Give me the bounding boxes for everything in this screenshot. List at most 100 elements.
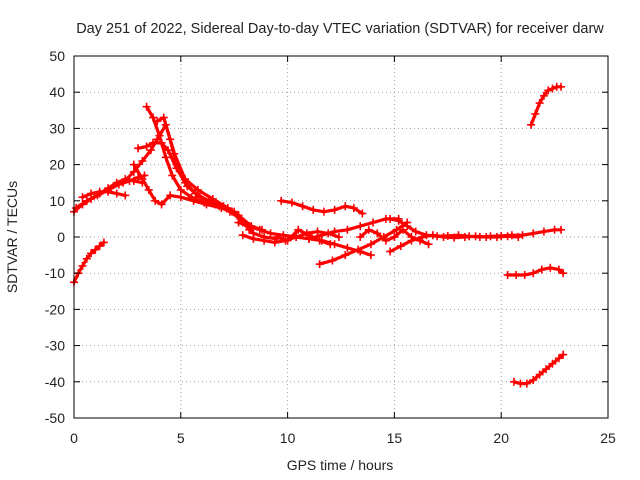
data-point <box>149 138 158 147</box>
data-point <box>99 238 108 247</box>
data-point <box>559 350 568 359</box>
data-point <box>129 160 138 169</box>
x-tick-label: 5 <box>177 430 185 446</box>
data-point <box>142 102 151 111</box>
data-point <box>309 205 318 214</box>
data-traces <box>70 82 568 388</box>
data-point <box>529 269 538 278</box>
data-point <box>428 231 437 240</box>
data-point <box>510 377 519 386</box>
data-point <box>559 269 568 278</box>
data-point <box>172 160 181 169</box>
data-point <box>403 222 412 231</box>
data-point <box>72 204 81 213</box>
data-point <box>78 193 87 202</box>
data-point <box>153 117 162 126</box>
data-point <box>356 233 365 241</box>
data-point <box>539 227 548 236</box>
data-point <box>166 135 175 144</box>
data-point <box>87 249 96 258</box>
data-point <box>134 144 143 153</box>
chart-title: Day 251 of 2022, Sidereal Day-to-day VTE… <box>76 21 604 37</box>
data-point <box>531 109 540 118</box>
data-point <box>369 218 378 227</box>
data-point <box>260 236 269 245</box>
data-point <box>503 232 512 241</box>
data-point <box>234 211 243 220</box>
data-point <box>424 240 433 249</box>
data-point <box>161 153 170 162</box>
data-point <box>330 227 339 236</box>
data-point <box>326 240 335 249</box>
y-tick-label: -20 <box>45 301 65 317</box>
data-point <box>373 229 382 238</box>
data-point <box>522 379 531 388</box>
data-point <box>138 156 147 165</box>
data-point <box>450 233 459 242</box>
data-point <box>144 185 153 194</box>
data-point <box>93 191 102 200</box>
data-point <box>277 196 286 205</box>
data-point <box>166 191 175 200</box>
data-point <box>287 198 296 207</box>
data-point <box>460 233 469 241</box>
data-point <box>546 263 555 272</box>
data-point <box>492 233 501 241</box>
data-point <box>238 231 247 240</box>
data-point <box>146 146 155 155</box>
data-point <box>87 189 96 198</box>
data-point <box>82 196 91 205</box>
data-point <box>548 359 557 368</box>
data-point <box>418 233 427 241</box>
data-point <box>104 185 113 194</box>
series-arc-late-low <box>510 350 568 388</box>
data-point <box>114 180 123 189</box>
data-point <box>249 234 258 243</box>
series-line <box>145 105 279 241</box>
data-point <box>319 207 328 216</box>
data-point <box>514 233 523 241</box>
data-point <box>366 251 375 260</box>
series-arc-afternoon-c <box>386 231 523 256</box>
data-point <box>381 236 390 245</box>
data-point <box>394 216 403 225</box>
data-point <box>529 375 538 384</box>
data-point <box>121 191 130 200</box>
data-point <box>557 225 566 234</box>
data-point <box>159 113 168 122</box>
data-point <box>176 193 185 202</box>
data-point <box>78 261 87 270</box>
series-arc-early-rise <box>70 238 108 287</box>
data-point <box>294 225 303 234</box>
data-point <box>356 222 365 231</box>
data-point <box>548 84 557 93</box>
data-point <box>411 227 420 236</box>
data-point <box>328 256 337 265</box>
data-point <box>544 86 553 95</box>
data-point <box>343 243 352 252</box>
x-tick-label: 10 <box>280 430 296 446</box>
data-point <box>204 196 213 205</box>
y-tick-label: 20 <box>49 157 65 173</box>
x-tick-label: 25 <box>600 430 616 446</box>
data-point <box>298 202 307 211</box>
y-tick-label: 40 <box>49 84 65 100</box>
data-point <box>358 209 367 218</box>
data-point <box>191 189 200 198</box>
data-point <box>364 225 373 234</box>
data-point <box>482 233 491 241</box>
data-point <box>439 233 448 241</box>
data-point <box>181 178 190 187</box>
x-tick-label: 0 <box>70 430 78 446</box>
data-point <box>512 271 521 280</box>
data-point <box>157 200 166 209</box>
data-point <box>407 236 416 245</box>
data-point <box>270 238 279 247</box>
y-tick-label: 10 <box>49 193 65 209</box>
data-point <box>151 196 160 205</box>
data-point <box>529 229 538 238</box>
series-line <box>529 85 563 127</box>
data-point <box>518 231 527 240</box>
x-tick-labels: 0 5 10 15 20 25 <box>70 430 616 446</box>
